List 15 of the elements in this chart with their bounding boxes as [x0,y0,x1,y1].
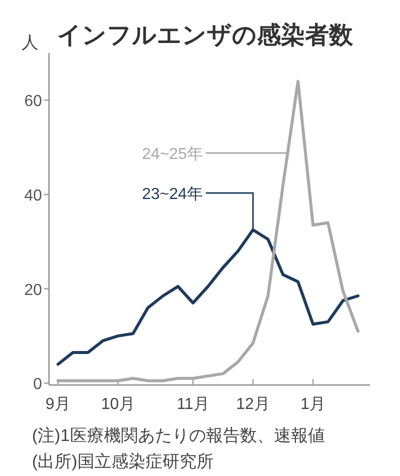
xtick: 1月 [300,396,326,413]
annotation: (注)1医療機関あたりの報告数、速報値 [32,426,325,445]
xtick: 11月 [176,396,210,413]
ylabel: 人 [22,33,38,52]
ytick: 40 [24,187,42,204]
title: インフルエンザの感染者数 [57,22,353,49]
ytick: 0 [33,376,42,394]
xtick: 10月 [101,396,135,413]
xtick: 9月 [46,396,70,413]
ytick: 60 [24,93,42,110]
xtick: 12月 [236,396,270,413]
series-name: 23~24年 [142,186,203,203]
series-name: 24~25年 [142,146,203,163]
ytick: 20 [24,282,42,299]
annotation: (出所)国立感染症研究所 [32,452,214,471]
